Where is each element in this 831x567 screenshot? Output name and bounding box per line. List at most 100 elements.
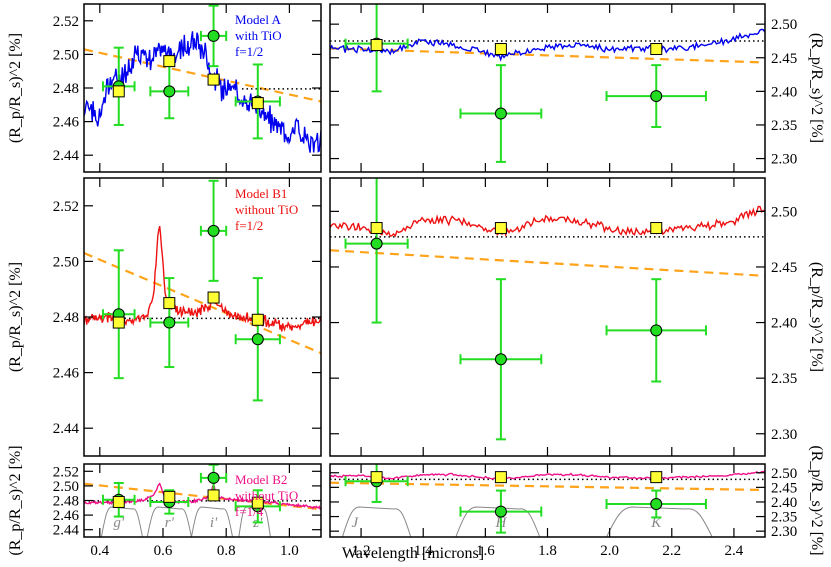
- frame-a-right: [329, 3, 766, 173]
- observation-point: [459, 64, 543, 163]
- fit-line: [330, 47, 765, 64]
- y-tick-label: 2.50: [771, 204, 797, 220]
- filter-label-1: r': [165, 515, 175, 531]
- observation-point: [459, 489, 543, 534]
- model-annotation-1: without TiO: [235, 488, 298, 503]
- model-annotation-1: with TiO: [235, 28, 282, 43]
- right-y-axis-label: (R_p/R_s)^2 [%]: [808, 445, 825, 555]
- binned-model-square: [112, 85, 125, 98]
- y-tick-label: 2.40: [771, 84, 797, 100]
- y-tick-label: 2.30: [771, 427, 797, 443]
- observation-marker: [207, 471, 220, 484]
- y-tick-label: 2.40: [771, 316, 797, 332]
- binned-model-square: [163, 490, 176, 503]
- y-tick-label: 2.40: [771, 495, 797, 511]
- observation-marker: [163, 85, 176, 98]
- y-tick-label: 2.52: [53, 199, 79, 215]
- observation-point: [605, 278, 707, 383]
- y-tick-label: 2.50: [771, 17, 797, 33]
- fit-line: [330, 481, 765, 492]
- filter-curve-0: [341, 506, 412, 537]
- y-tick-label: 2.45: [771, 51, 797, 67]
- binned-model-square: [650, 222, 663, 235]
- binned-model-square: [494, 471, 507, 484]
- y-tick-label: 2.46: [53, 508, 80, 524]
- observation-point: [101, 249, 136, 380]
- binned-model-square: [207, 489, 220, 502]
- y-tick-label: 2.48: [53, 494, 79, 510]
- y-tick-label: 2.52: [53, 464, 79, 480]
- filter-label-0: g': [113, 515, 125, 531]
- model-spectrum: [330, 470, 765, 480]
- model-annotation-0: Model B2: [235, 472, 287, 487]
- observation-point: [149, 63, 190, 120]
- frame-b2-right: [329, 463, 766, 538]
- observation-marker: [650, 498, 663, 511]
- observation-point: [344, 178, 409, 324]
- y-tick-label: 2.48: [53, 310, 79, 326]
- y-tick-label: 2.46: [53, 366, 80, 382]
- binned-model-square: [650, 43, 663, 56]
- binned-model-square: [207, 73, 220, 86]
- fit-line: [330, 249, 765, 277]
- y-tick-label: 2.45: [771, 260, 797, 276]
- y-tick-label: 2.44: [53, 523, 80, 539]
- observation-point: [459, 278, 543, 441]
- x-tick-label: 0.8: [217, 543, 236, 559]
- binned-model-square: [251, 496, 264, 509]
- x-axis-label: Wavelength [microns]: [342, 545, 484, 562]
- filter-curve-0: [100, 506, 143, 537]
- panel-b1-right: 2.30 2.35 2.40 2.45 2.50: [329, 177, 797, 457]
- y-tick-label: 2.35: [771, 118, 797, 134]
- panel-b2-right: JHK 2.302.352.402.452.50 1.2 1.4 1.6 1.8 2.0 2.…: [329, 463, 797, 559]
- x-tick-label: 1.2: [352, 543, 371, 559]
- observation-marker: [251, 333, 264, 346]
- binned-model-square: [207, 291, 220, 304]
- binned-model-square: [370, 38, 383, 51]
- left-y-axis-label: (R_p/R_s)^2 [%]: [7, 445, 24, 555]
- observation-point: [605, 64, 707, 128]
- binned-model-square: [650, 471, 663, 484]
- x-tick-label: 1.0: [280, 543, 299, 559]
- plot-area-b2-left: g'r'i'z': [84, 464, 321, 537]
- y-tick-label: 2.52: [53, 14, 79, 30]
- filter-label-2: i': [210, 515, 218, 531]
- x-tick-label: 2.2: [662, 543, 681, 559]
- binned-model-square: [112, 316, 125, 329]
- model-annotation-2: f=1/2: [235, 44, 263, 59]
- model-annotation-1: without TiO: [235, 202, 298, 217]
- observation-marker: [207, 29, 220, 42]
- y-tick-label: 2.50: [53, 479, 79, 495]
- observation-marker: [650, 90, 663, 103]
- x-tick-label: 2.0: [600, 543, 619, 559]
- filter-label-2: K: [650, 515, 662, 531]
- observation-marker: [650, 324, 663, 337]
- y-tick-label: 2.35: [771, 371, 797, 387]
- binned-model-square: [251, 97, 264, 110]
- fit-line: [84, 48, 321, 103]
- model-annotation-0: Model B1: [235, 186, 287, 201]
- x-tick-label: 1.4: [414, 543, 433, 559]
- observation-marker: [494, 505, 507, 518]
- y-tick-label: 2.30: [771, 524, 797, 540]
- observation-point: [234, 277, 281, 402]
- plot-area-b1-right: [330, 178, 765, 441]
- left-y-axis-label: (R_p/R_s)^2 [%]: [7, 262, 24, 372]
- observation-point: [199, 4, 228, 68]
- plot-area-b1-left: [84, 179, 321, 402]
- binned-model-square: [112, 495, 125, 508]
- observation-point: [149, 277, 190, 369]
- binned-model-square: [163, 297, 176, 310]
- fit-line: [84, 252, 321, 355]
- y-tick-label: 2.50: [771, 466, 797, 482]
- x-tick-label: 1.6: [476, 543, 495, 559]
- observation-marker: [370, 237, 383, 250]
- binned-model-square: [163, 55, 176, 68]
- y-tick-label: 2.50: [53, 254, 79, 270]
- left-y-axis-label: (R_p/R_s)^2 [%]: [7, 33, 24, 143]
- right-y-axis-label: (R_p/R_s)^2 [%]: [808, 33, 825, 143]
- x-tick-label: 1.8: [538, 543, 557, 559]
